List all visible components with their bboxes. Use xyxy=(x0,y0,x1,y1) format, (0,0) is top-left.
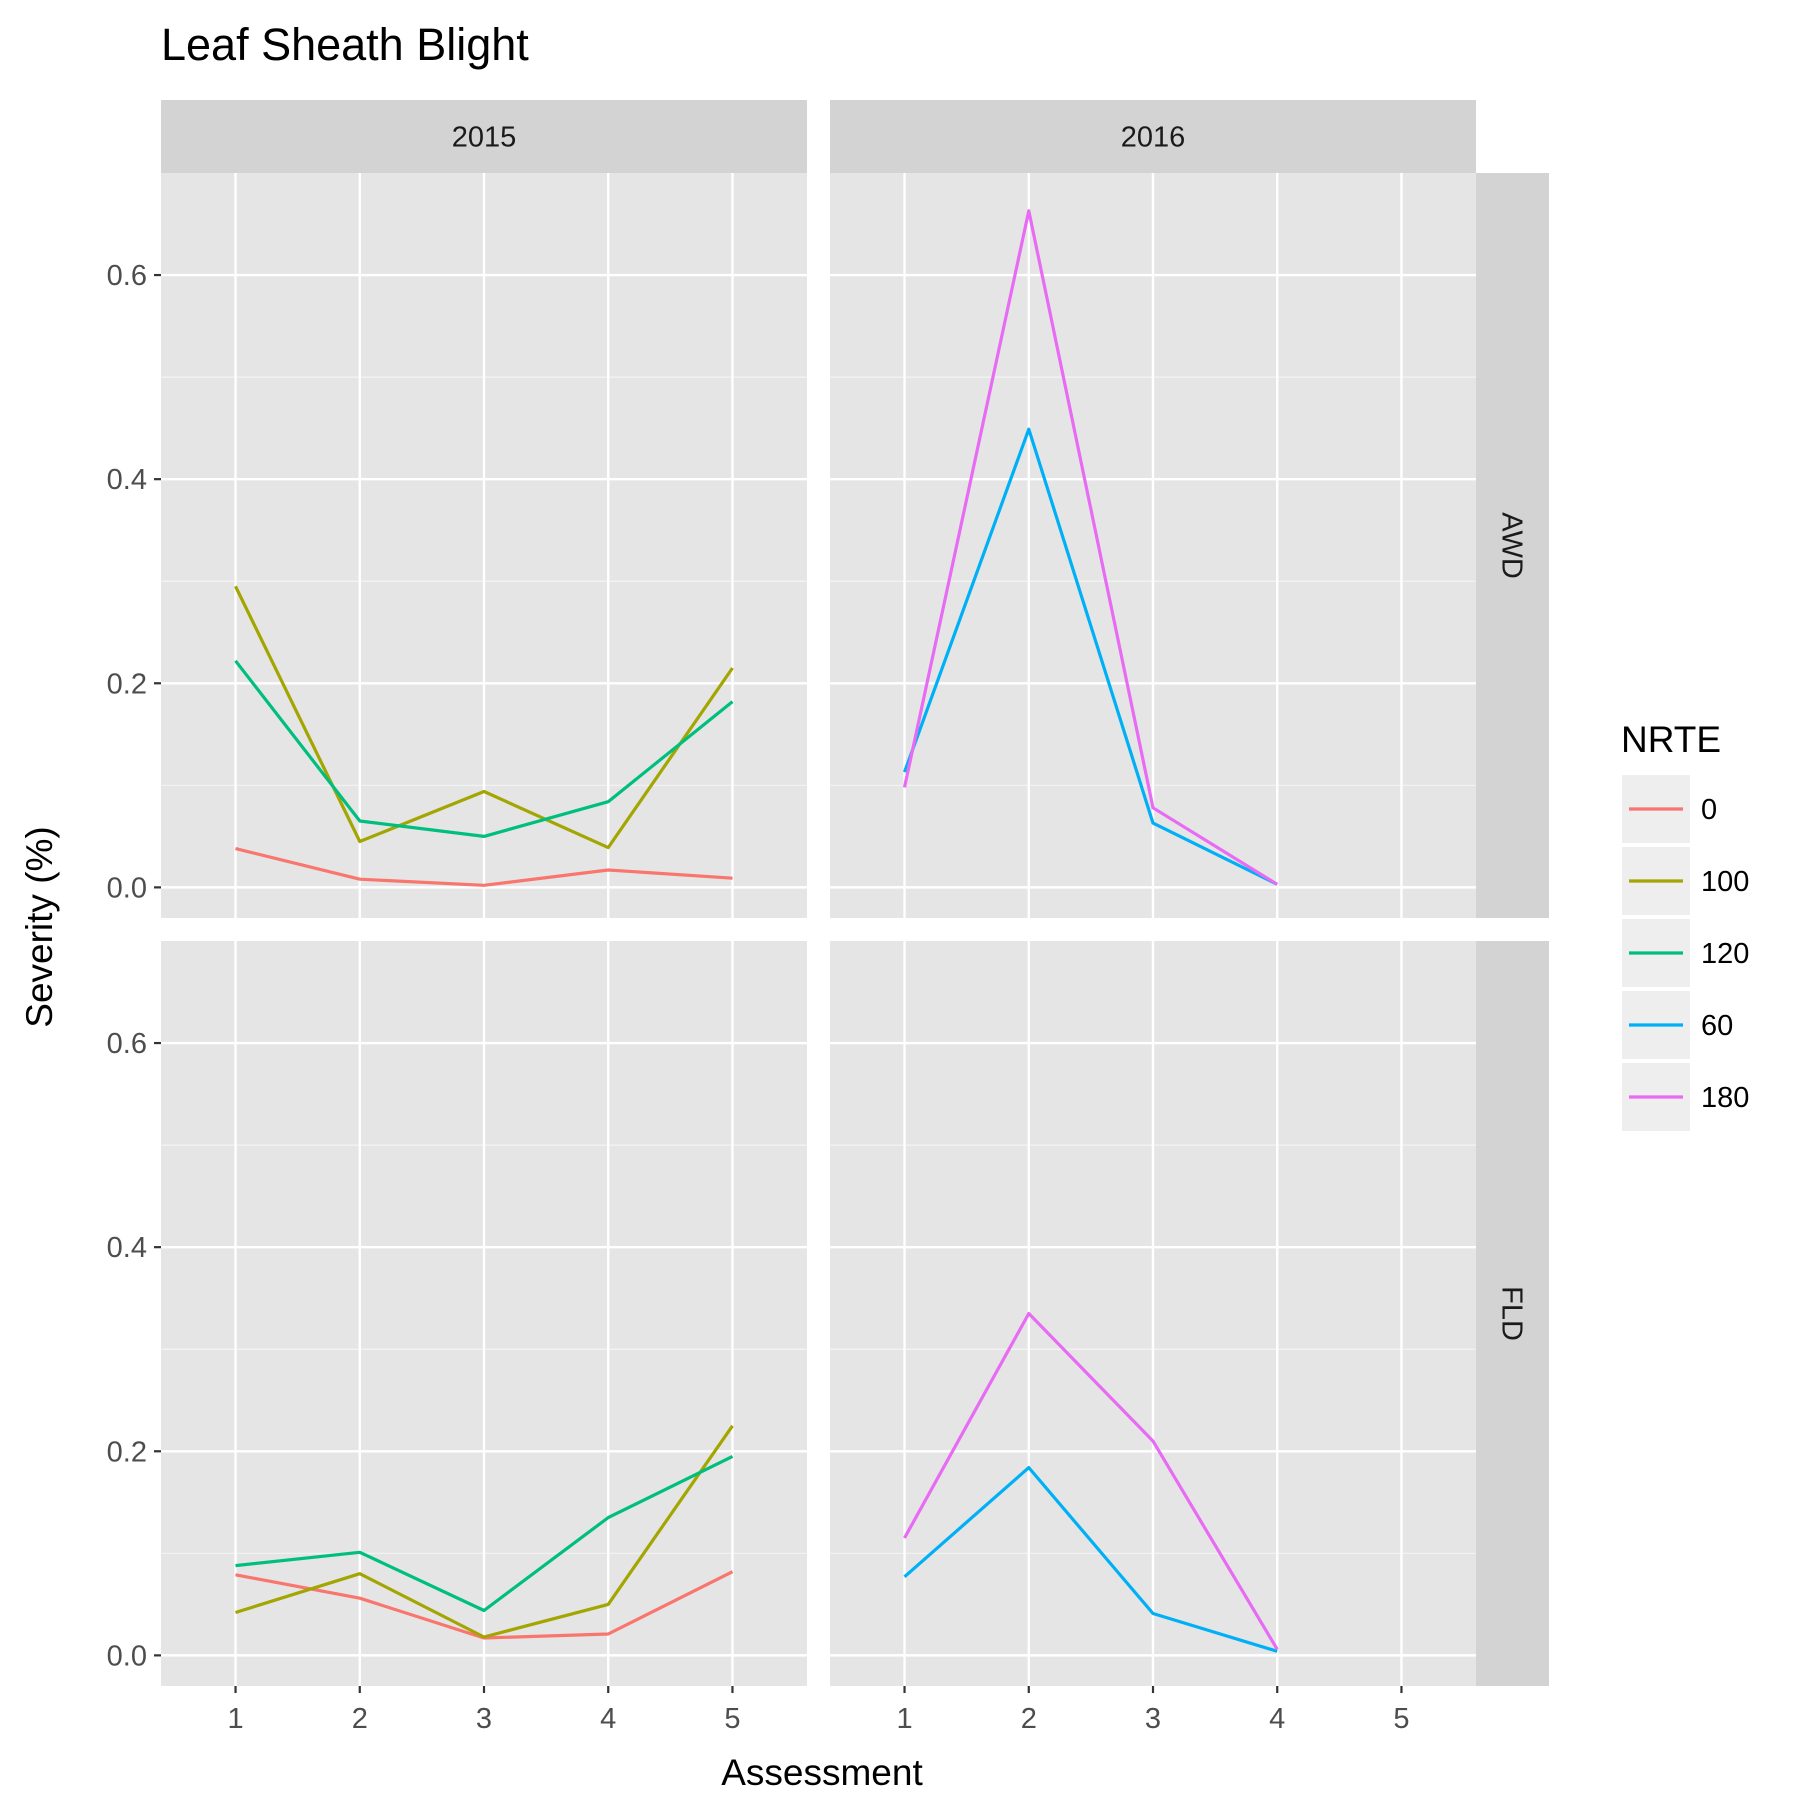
y-tick-label: 0.0 xyxy=(107,1640,147,1672)
legend-entry: 180 xyxy=(1622,1063,1749,1131)
y-tick-label: 0.4 xyxy=(107,464,147,496)
facet-strip-label: AWD xyxy=(1496,512,1528,579)
legend-label: 180 xyxy=(1701,1082,1749,1114)
legend: NRTE 0 100 120 60 180 xyxy=(1621,719,1749,1131)
facet-strip-row xyxy=(1476,941,1549,1686)
x-tick-label: 4 xyxy=(1269,1703,1285,1735)
x-axis-title: Assessment xyxy=(721,1752,923,1793)
facet-strip-row xyxy=(1476,173,1549,918)
series-line-120 xyxy=(234,659,734,839)
x-tick-label: 1 xyxy=(227,1703,243,1735)
legend-entry: 60 xyxy=(1622,991,1733,1059)
y-tick-label: 0.6 xyxy=(107,1028,147,1060)
x-tick-label: 2 xyxy=(352,1703,368,1735)
series-line-0 xyxy=(235,847,733,887)
chart-title: Leaf Sheath Blight xyxy=(161,19,529,70)
facet-strip-column xyxy=(830,100,1476,173)
x-tick-label: 5 xyxy=(724,1703,740,1735)
panel-2015-FLD: 0.0 0.2 0.4 0.6 1 2 3 4 5 xyxy=(107,941,807,1735)
series-line-180 xyxy=(903,1311,1279,1651)
legend-label: 60 xyxy=(1701,1010,1733,1042)
x-tick-label: 5 xyxy=(1393,1703,1409,1735)
x-tick-label: 3 xyxy=(476,1703,492,1735)
series-line-120 xyxy=(235,1454,734,1613)
panel-2016-AWD xyxy=(830,173,1476,918)
x-tick-label: 1 xyxy=(896,1703,912,1735)
y-tick-label: 0.0 xyxy=(107,872,147,904)
series-line-60 xyxy=(903,1465,1278,1653)
x-tick-label: 3 xyxy=(1145,1703,1161,1735)
series-line-100 xyxy=(235,1424,734,1639)
legend-entry: 100 xyxy=(1622,847,1749,915)
facet-strip-label: 2015 xyxy=(452,122,517,154)
x-tick-label: 4 xyxy=(600,1703,616,1735)
series-line-180 xyxy=(902,209,1279,886)
legend-label: 120 xyxy=(1701,938,1749,970)
y-tick-label: 0.2 xyxy=(107,668,147,700)
y-tick-label: 0.2 xyxy=(107,1436,147,1468)
legend-entry: 120 xyxy=(1622,919,1749,987)
facet-strip-column xyxy=(161,100,807,173)
facet-strip-label: 2016 xyxy=(1121,122,1186,154)
x-tick-label: 2 xyxy=(1021,1703,1037,1735)
legend-label: 100 xyxy=(1701,866,1749,898)
y-tick-label: 0.4 xyxy=(107,1232,147,1264)
y-axis-title: Severity (%) xyxy=(19,826,60,1027)
series-line-100 xyxy=(234,585,734,850)
legend-title: NRTE xyxy=(1621,719,1721,760)
y-tick-label: 0.6 xyxy=(107,260,147,292)
panel-2015-AWD: 0.0 0.2 0.4 0.6 xyxy=(107,173,807,918)
facet-strip-label: FLD xyxy=(1496,1286,1528,1341)
series-line-60 xyxy=(902,427,1278,886)
facet-panels: 0.0 0.2 0.4 0.6 0.0 0.2 0.4 0.6 1 2 3 4 5 1 2 3 4 5 2015 20… xyxy=(107,100,1549,1735)
legend-label: 0 xyxy=(1701,794,1717,826)
panel-2016-FLD: 1 2 3 4 5 xyxy=(830,941,1476,1735)
legend-entry: 0 xyxy=(1622,775,1717,843)
